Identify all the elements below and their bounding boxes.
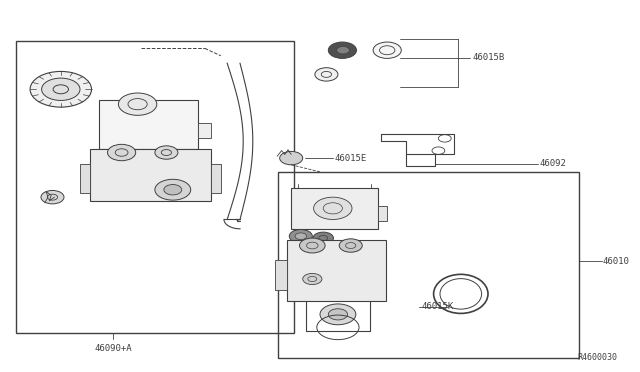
Bar [99,100,198,149]
Bar [198,123,211,138]
Text: 46092: 46092 [540,159,566,168]
Circle shape [339,239,362,252]
Bar [275,260,287,290]
Circle shape [328,309,348,320]
Circle shape [41,190,64,204]
Circle shape [320,304,356,325]
Circle shape [289,230,312,243]
Text: R4600030: R4600030 [578,353,618,362]
Circle shape [155,179,191,200]
Bar [80,164,90,193]
Circle shape [300,238,325,253]
Bar [378,206,387,221]
Circle shape [373,42,401,58]
Bar [291,188,378,229]
Circle shape [295,233,307,240]
Circle shape [314,197,352,219]
Text: 46015K: 46015K [421,302,453,311]
Circle shape [328,42,356,58]
Circle shape [315,68,338,81]
Circle shape [118,93,157,115]
Text: 46015E: 46015E [335,154,367,163]
Text: 46010: 46010 [603,257,630,266]
Bar [287,240,386,301]
Circle shape [155,146,178,159]
Bar [211,164,221,193]
Circle shape [164,185,182,195]
Text: 46090+A: 46090+A [95,344,132,353]
Circle shape [337,46,349,54]
Bar [278,172,579,358]
Circle shape [30,71,92,107]
Circle shape [42,78,80,100]
Text: 46015B: 46015B [472,53,504,62]
Circle shape [303,273,322,285]
Circle shape [313,232,333,244]
Bar [16,41,294,333]
Bar [90,149,211,201]
Circle shape [280,151,303,165]
Circle shape [108,144,136,161]
